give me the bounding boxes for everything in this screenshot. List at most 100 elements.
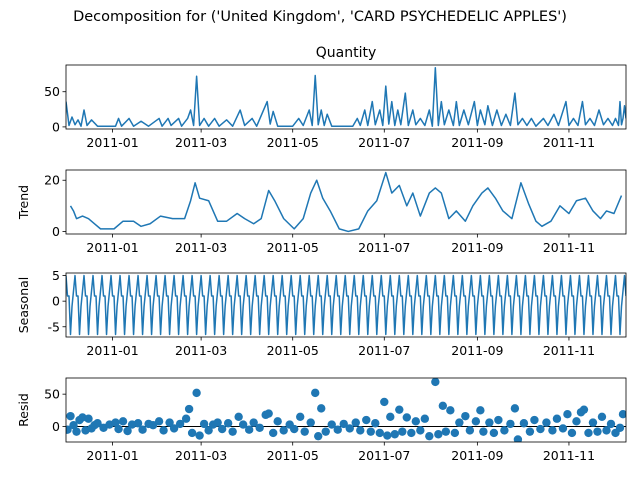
y-tick-label: 0 [52, 224, 60, 239]
resid-point [602, 426, 611, 435]
axes-frame [65, 272, 627, 338]
y-tick-label: 50 [44, 387, 60, 402]
resid-point [500, 426, 509, 435]
panel-4: 2011-01 2011-03 2011-05 2011-07 2011-09 2011-… [16, 377, 627, 463]
resid-point [548, 426, 557, 435]
x-tick-label: 2011-05 [267, 135, 319, 150]
resid-point [268, 428, 278, 438]
resid-point [588, 418, 598, 427]
x-tick-label: 2011-05 [267, 448, 319, 463]
resid-point [213, 418, 222, 427]
resid-point [450, 428, 460, 438]
resid-point [465, 426, 475, 435]
resid-point [181, 414, 191, 423]
y-tick-label: 0 [52, 419, 60, 434]
resid-point [552, 414, 562, 423]
figure-suptitle: Decomposition for ('United Kingdom', 'CA… [73, 9, 567, 25]
panel-3: 2011-01 2011-03 2011-05 2011-07 2011-09 2011-… [16, 268, 627, 358]
resid-point [390, 430, 399, 439]
resid-point [138, 425, 147, 434]
resid-point [461, 411, 470, 421]
x-tick-label: 2011-03 [175, 240, 227, 255]
x-tick-label: 2011-01 [86, 343, 138, 358]
resid-point [425, 431, 434, 441]
resid-point [93, 419, 102, 428]
resid-point [380, 397, 389, 407]
y-tick-label: 20 [44, 173, 60, 188]
resid-point [362, 415, 371, 425]
resid-point [192, 388, 201, 398]
resid-point [455, 418, 464, 427]
resid-point [339, 419, 348, 429]
resid-point [441, 427, 451, 436]
x-tick-label: 2011-01 [86, 135, 138, 150]
resid-point [597, 412, 607, 421]
resid-point [118, 417, 128, 426]
panel-data [66, 274, 626, 336]
x-tick-label: 2011-05 [267, 240, 319, 255]
resid-point [228, 427, 237, 436]
resid-point [513, 435, 523, 442]
resid-point [479, 427, 488, 436]
resid-point [530, 415, 539, 425]
axes-frame [65, 169, 627, 235]
resid-point [244, 425, 254, 434]
x-tick-label: 2011-11 [543, 135, 595, 150]
resid-point [438, 401, 448, 410]
resid-point [321, 427, 330, 436]
panel-data [69, 171, 623, 233]
x-tick-label: 2011-07 [358, 240, 410, 255]
panel-data [66, 378, 626, 442]
resid-point [300, 427, 309, 436]
x-tick-label: 2011-11 [543, 448, 595, 463]
x-tick-label: 2011-09 [451, 135, 503, 150]
axes-frame [65, 377, 627, 443]
resid-point [386, 412, 395, 421]
resid-point [255, 423, 264, 432]
resid-point [199, 419, 209, 429]
resid-point [476, 406, 485, 415]
y-axis-label: Resid [16, 393, 31, 427]
resid-point [615, 423, 625, 432]
resid-point [542, 418, 551, 427]
resid-point [327, 420, 336, 429]
resid-point [593, 427, 602, 436]
resid-point [485, 418, 494, 427]
axes-frame [65, 64, 627, 130]
resid-point [154, 417, 164, 426]
resid-point [264, 409, 273, 418]
resid-point [249, 418, 258, 427]
resid-point [536, 424, 545, 434]
resid-point [525, 427, 535, 436]
y-tick-label: -5 [48, 319, 60, 334]
resid-point [204, 426, 213, 435]
x-tick-label: 2011-09 [451, 448, 503, 463]
resid-point [489, 428, 499, 438]
x-tick-label: 2011-07 [358, 448, 410, 463]
y-axis-label: Seasonal [16, 277, 31, 334]
resid-point [333, 425, 342, 434]
y-tick-label: 5 [52, 268, 60, 283]
resid-point [114, 424, 123, 434]
resid-point [356, 426, 365, 435]
x-tick-label: 2011-01 [86, 240, 138, 255]
resid-point [238, 420, 248, 429]
resid-point [506, 419, 515, 429]
resid-point [411, 417, 421, 426]
x-tick-label: 2011-01 [86, 448, 138, 463]
resid-point [187, 428, 197, 438]
resid-point [606, 419, 616, 429]
panel-title: Quantity [316, 45, 377, 61]
resid-point [398, 427, 407, 436]
resid-point [159, 426, 168, 435]
resid-point [290, 424, 299, 434]
x-tick-label: 2011-07 [358, 135, 410, 150]
resid-point [351, 418, 360, 427]
resid-point [223, 419, 233, 428]
resid-point [69, 420, 78, 430]
resid-point [195, 431, 204, 440]
x-tick-label: 2011-07 [358, 343, 410, 358]
resid-point [66, 411, 75, 421]
resid-point [395, 405, 404, 414]
y-tick-label: 50 [44, 84, 60, 99]
